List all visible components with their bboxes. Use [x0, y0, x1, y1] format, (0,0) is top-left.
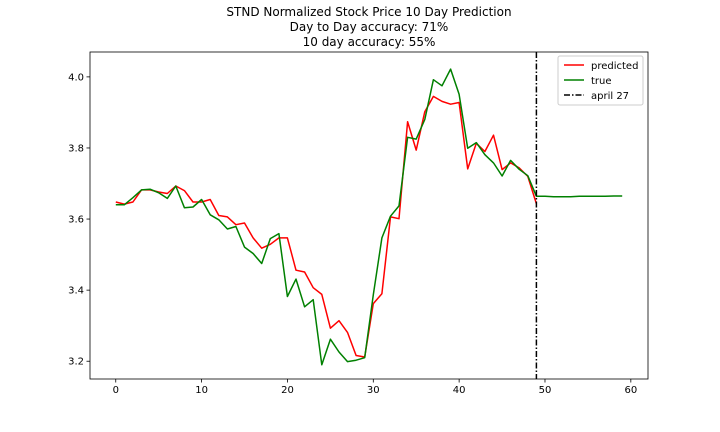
legend-label-predicted: predicted [591, 61, 638, 72]
y-tick-label: 3.8 [68, 143, 84, 154]
x-tick-label: 40 [453, 385, 466, 396]
legend-label-april-27: april 27 [591, 91, 629, 102]
title-line-1: STND Normalized Stock Price 10 Day Predi… [226, 5, 511, 19]
plot-area [115, 52, 623, 379]
legend-frame [557, 55, 644, 106]
x-tick-label: 50 [539, 385, 552, 396]
axes: 0 10 20 30 40 50 60 3.2 3.4 3.6 3.8 4.0 [68, 51, 649, 396]
series-line-predicted [115, 95, 538, 358]
chart-title: STND Normalized Stock Price 10 Day Predi… [226, 5, 511, 49]
legend-label-true: true [591, 76, 612, 87]
title-line-2: Day to Day accuracy: 71% [290, 20, 449, 34]
legend: predicted true april 27 [557, 55, 644, 106]
x-tick-label: 30 [367, 385, 380, 396]
x-tick-label: 20 [281, 385, 294, 396]
y-tick-label: 4.0 [68, 72, 84, 83]
x-tick-label: 60 [624, 385, 637, 396]
x-tick-label: 0 [113, 385, 119, 396]
x-tick-label: 10 [195, 385, 208, 396]
axes-frame [89, 51, 649, 380]
y-tick-label: 3.6 [68, 215, 84, 226]
series-line-true [115, 68, 623, 366]
y-tick-label: 3.2 [68, 357, 84, 368]
y-tick-label: 3.4 [68, 286, 84, 297]
title-line-3: 10 day accuracy: 55% [303, 35, 436, 49]
